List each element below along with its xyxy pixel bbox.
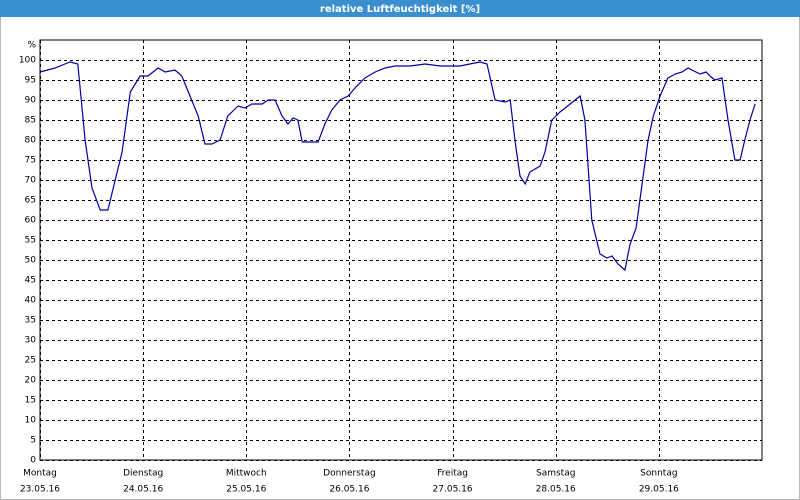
- y-tick-label: 90: [25, 96, 37, 106]
- y-tick-label: 15: [25, 396, 36, 406]
- y-tick-label: 95: [25, 76, 36, 86]
- title-bar: [0, 0, 800, 17]
- y-tick-label: 35: [25, 316, 36, 326]
- y-tick-label: 10: [25, 416, 37, 426]
- y-tick-label: 55: [25, 236, 36, 246]
- y-tick-label: 25: [25, 356, 36, 366]
- x-tick-label: Samstag: [536, 469, 575, 479]
- y-tick-label: 80: [25, 136, 37, 146]
- data-line: [39, 61, 756, 272]
- x-tick-date: 28.05.16: [536, 485, 576, 495]
- x-tick-label: Montag: [23, 469, 57, 479]
- y-unit: %: [27, 41, 36, 51]
- y-tick-label: 45: [25, 276, 36, 286]
- x-tick-label: Donnerstag: [323, 469, 376, 479]
- y-tick-label: 40: [25, 296, 37, 306]
- x-tick-date: 24.05.16: [123, 485, 163, 495]
- y-tick-label: 75: [25, 156, 36, 166]
- x-tick-date: 25.05.16: [226, 485, 266, 495]
- y-tick-label: 65: [25, 196, 36, 206]
- x-tick-date: 29.05.16: [639, 485, 679, 495]
- x-tick-label: Freitag: [437, 469, 468, 479]
- x-tick-label: Mittwoch: [226, 469, 267, 479]
- chart-title: relative Luftfeuchtigkeit [%]: [320, 4, 480, 15]
- y-tick-label: 30: [25, 336, 37, 346]
- x-tick-date: 26.05.16: [329, 485, 369, 495]
- y-tick-label: 100: [19, 56, 36, 66]
- x-tick-label: Dienstag: [123, 469, 163, 479]
- y-tick-label: 60: [25, 216, 37, 226]
- y-tick-label: 0: [30, 456, 36, 466]
- y-tick-label: 5: [30, 436, 36, 446]
- y-tick-label: 50: [25, 256, 37, 266]
- x-tick-date: 23.05.16: [20, 485, 60, 495]
- y-tick-label: 85: [25, 116, 36, 126]
- x-tick-label: Sonntag: [640, 469, 677, 479]
- y-tick-label: 70: [25, 176, 37, 186]
- y-tick-label: 20: [25, 376, 37, 386]
- x-tick-date: 27.05.16: [433, 485, 473, 495]
